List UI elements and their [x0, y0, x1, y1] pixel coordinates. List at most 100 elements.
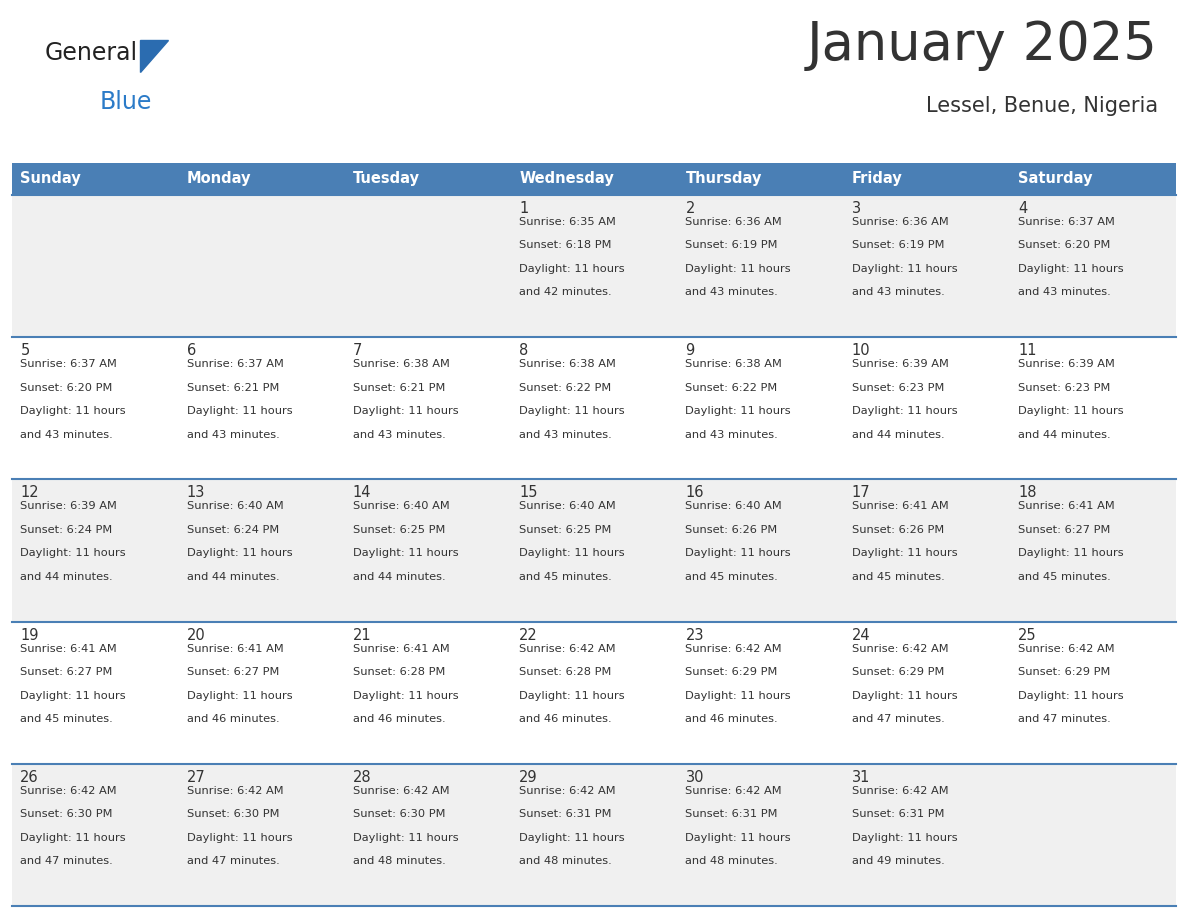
Text: 14: 14 — [353, 486, 372, 500]
Text: Sunset: 6:18 PM: Sunset: 6:18 PM — [519, 241, 612, 251]
Text: Daylight: 11 hours: Daylight: 11 hours — [519, 548, 625, 558]
Text: 17: 17 — [852, 486, 871, 500]
Text: Sunset: 6:27 PM: Sunset: 6:27 PM — [20, 667, 113, 677]
Text: Sunrise: 6:38 AM: Sunrise: 6:38 AM — [519, 359, 617, 369]
Text: and 43 minutes.: and 43 minutes. — [353, 430, 446, 440]
Text: Monday: Monday — [187, 172, 251, 186]
Bar — [178, 764, 345, 906]
Text: Sunrise: 6:37 AM: Sunrise: 6:37 AM — [1018, 217, 1114, 227]
Text: and 45 minutes.: and 45 minutes. — [685, 572, 778, 582]
Text: Sunset: 6:21 PM: Sunset: 6:21 PM — [187, 383, 279, 393]
Text: 7: 7 — [353, 343, 362, 358]
Text: Sunrise: 6:42 AM: Sunrise: 6:42 AM — [685, 786, 782, 796]
Text: 15: 15 — [519, 486, 538, 500]
Text: Sunset: 6:24 PM: Sunset: 6:24 PM — [20, 525, 113, 535]
Bar — [843, 621, 1010, 764]
Text: 24: 24 — [852, 628, 871, 643]
Bar — [677, 621, 843, 764]
Text: 25: 25 — [1018, 628, 1037, 643]
Text: 21: 21 — [353, 628, 372, 643]
Text: Sunrise: 6:39 AM: Sunrise: 6:39 AM — [1018, 359, 1114, 369]
Text: 3: 3 — [852, 201, 861, 216]
Bar — [677, 479, 843, 621]
Text: Sunset: 6:29 PM: Sunset: 6:29 PM — [1018, 667, 1111, 677]
Text: Sunset: 6:27 PM: Sunset: 6:27 PM — [187, 667, 279, 677]
Text: Daylight: 11 hours: Daylight: 11 hours — [685, 406, 791, 416]
Text: Sunrise: 6:41 AM: Sunrise: 6:41 AM — [187, 644, 284, 654]
Text: 27: 27 — [187, 770, 206, 785]
Text: and 47 minutes.: and 47 minutes. — [852, 714, 944, 724]
Bar — [12, 337, 178, 479]
Text: Sunset: 6:25 PM: Sunset: 6:25 PM — [353, 525, 446, 535]
Text: Sunrise: 6:37 AM: Sunrise: 6:37 AM — [187, 359, 284, 369]
Text: Sunset: 6:31 PM: Sunset: 6:31 PM — [852, 810, 944, 819]
Text: 2: 2 — [685, 201, 695, 216]
Text: 29: 29 — [519, 770, 538, 785]
Text: and 44 minutes.: and 44 minutes. — [20, 572, 113, 582]
Bar — [178, 479, 345, 621]
Text: Daylight: 11 hours: Daylight: 11 hours — [519, 833, 625, 843]
Text: Daylight: 11 hours: Daylight: 11 hours — [20, 833, 126, 843]
Bar — [345, 479, 511, 621]
Text: and 43 minutes.: and 43 minutes. — [519, 430, 612, 440]
Text: Sunrise: 6:42 AM: Sunrise: 6:42 AM — [1018, 644, 1114, 654]
Text: Daylight: 11 hours: Daylight: 11 hours — [353, 833, 459, 843]
Text: Sunset: 6:20 PM: Sunset: 6:20 PM — [20, 383, 113, 393]
Text: Daylight: 11 hours: Daylight: 11 hours — [187, 406, 292, 416]
Bar — [511, 163, 677, 195]
Text: Daylight: 11 hours: Daylight: 11 hours — [685, 548, 791, 558]
Text: Sunrise: 6:37 AM: Sunrise: 6:37 AM — [20, 359, 118, 369]
Text: Daylight: 11 hours: Daylight: 11 hours — [519, 690, 625, 700]
Text: and 48 minutes.: and 48 minutes. — [685, 856, 778, 867]
Text: Sunset: 6:31 PM: Sunset: 6:31 PM — [685, 810, 778, 819]
Bar — [1010, 479, 1176, 621]
Text: and 44 minutes.: and 44 minutes. — [1018, 430, 1111, 440]
Text: and 43 minutes.: and 43 minutes. — [1018, 287, 1111, 297]
Text: Sunrise: 6:42 AM: Sunrise: 6:42 AM — [519, 786, 615, 796]
Text: and 48 minutes.: and 48 minutes. — [519, 856, 612, 867]
Text: Sunset: 6:29 PM: Sunset: 6:29 PM — [685, 667, 778, 677]
Text: Sunrise: 6:40 AM: Sunrise: 6:40 AM — [685, 501, 782, 511]
Text: and 44 minutes.: and 44 minutes. — [187, 572, 279, 582]
Bar — [345, 337, 511, 479]
Text: Sunset: 6:19 PM: Sunset: 6:19 PM — [852, 241, 944, 251]
Text: Daylight: 11 hours: Daylight: 11 hours — [519, 264, 625, 274]
Text: and 45 minutes.: and 45 minutes. — [519, 572, 612, 582]
Bar — [12, 764, 178, 906]
Text: Sunrise: 6:39 AM: Sunrise: 6:39 AM — [20, 501, 118, 511]
Text: Friday: Friday — [852, 172, 903, 186]
Text: and 45 minutes.: and 45 minutes. — [852, 572, 944, 582]
Bar — [511, 764, 677, 906]
Text: Daylight: 11 hours: Daylight: 11 hours — [1018, 690, 1124, 700]
Text: Daylight: 11 hours: Daylight: 11 hours — [852, 833, 958, 843]
Text: Sunset: 6:30 PM: Sunset: 6:30 PM — [20, 810, 113, 819]
Text: Sunset: 6:23 PM: Sunset: 6:23 PM — [1018, 383, 1111, 393]
Text: and 43 minutes.: and 43 minutes. — [20, 430, 113, 440]
Text: Sunrise: 6:42 AM: Sunrise: 6:42 AM — [353, 786, 449, 796]
Text: Daylight: 11 hours: Daylight: 11 hours — [187, 833, 292, 843]
Text: 23: 23 — [685, 628, 704, 643]
Text: 28: 28 — [353, 770, 372, 785]
Text: 31: 31 — [852, 770, 870, 785]
Text: and 47 minutes.: and 47 minutes. — [20, 856, 113, 867]
Text: Sunset: 6:20 PM: Sunset: 6:20 PM — [1018, 241, 1111, 251]
Text: Sunrise: 6:38 AM: Sunrise: 6:38 AM — [353, 359, 450, 369]
Text: Daylight: 11 hours: Daylight: 11 hours — [20, 548, 126, 558]
Text: Sunrise: 6:39 AM: Sunrise: 6:39 AM — [852, 359, 948, 369]
Text: and 46 minutes.: and 46 minutes. — [353, 714, 446, 724]
Bar — [12, 195, 178, 337]
Bar — [843, 337, 1010, 479]
Bar — [843, 163, 1010, 195]
Bar — [511, 337, 677, 479]
Text: Daylight: 11 hours: Daylight: 11 hours — [685, 264, 791, 274]
Text: Lessel, Benue, Nigeria: Lessel, Benue, Nigeria — [925, 96, 1158, 116]
Text: and 46 minutes.: and 46 minutes. — [685, 714, 778, 724]
Text: January 2025: January 2025 — [807, 18, 1158, 71]
Bar — [1010, 764, 1176, 906]
Text: Daylight: 11 hours: Daylight: 11 hours — [353, 690, 459, 700]
Text: Sunset: 6:28 PM: Sunset: 6:28 PM — [353, 667, 446, 677]
Text: 8: 8 — [519, 343, 529, 358]
Text: Daylight: 11 hours: Daylight: 11 hours — [353, 548, 459, 558]
Text: Sunday: Sunday — [20, 172, 81, 186]
Text: 19: 19 — [20, 628, 39, 643]
